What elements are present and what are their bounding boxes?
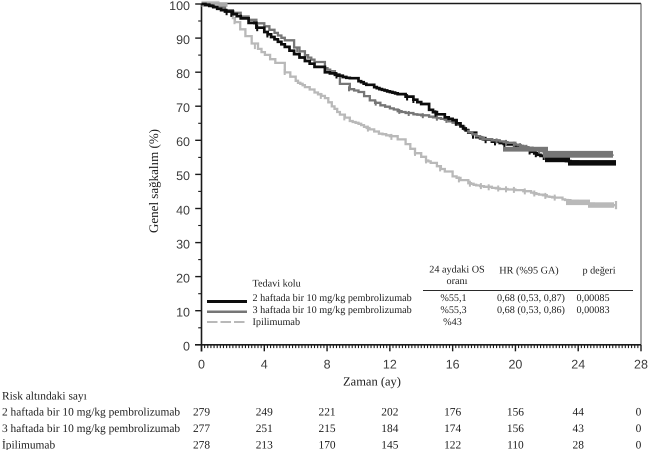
svg-text:0: 0: [183, 340, 190, 354]
svg-text:202: 202: [381, 406, 398, 418]
svg-text:Ipilimumab: Ipilimumab: [253, 317, 301, 328]
svg-text:16: 16: [446, 358, 460, 372]
svg-text:176: 176: [444, 406, 461, 418]
svg-text:60: 60: [176, 135, 190, 149]
svg-text:2 haftada bir 10 mg/kg pembrol: 2 haftada bir 10 mg/kg pembrolizumab: [253, 293, 412, 304]
svg-text:%43: %43: [443, 317, 462, 328]
svg-text:Genel sağkalım (%): Genel sağkalım (%): [146, 129, 161, 233]
svg-text:8: 8: [324, 358, 331, 372]
svg-text:43: 43: [573, 423, 585, 435]
svg-text:213: 213: [256, 439, 273, 450]
svg-text:10: 10: [176, 306, 190, 320]
svg-text:279: 279: [193, 406, 210, 418]
svg-text:174: 174: [444, 423, 461, 435]
svg-text:Zaman (ay): Zaman (ay): [343, 375, 401, 389]
svg-text:Risk altındaki sayı: Risk altındaki sayı: [2, 391, 87, 403]
svg-text:249: 249: [256, 406, 273, 418]
svg-text:170: 170: [319, 439, 336, 450]
svg-text:30: 30: [176, 237, 190, 251]
svg-text:156: 156: [507, 406, 524, 418]
svg-text:4: 4: [261, 358, 268, 372]
svg-text:0,00085: 0,00085: [576, 293, 609, 304]
svg-text:80: 80: [176, 67, 190, 81]
svg-text:20: 20: [508, 358, 522, 372]
svg-text:2 haftada bir 10 mg/kg pembrol: 2 haftada bir 10 mg/kg pembrolizumab: [2, 406, 180, 418]
svg-text:20: 20: [176, 271, 190, 285]
svg-text:0,00083: 0,00083: [576, 305, 609, 316]
svg-text:0: 0: [636, 406, 642, 418]
svg-text:215: 215: [319, 423, 336, 435]
svg-text:122: 122: [444, 439, 461, 450]
svg-text:0: 0: [636, 423, 642, 435]
svg-text:277: 277: [193, 423, 210, 435]
svg-text:28: 28: [634, 358, 648, 372]
svg-text:44: 44: [573, 406, 585, 418]
svg-text:28: 28: [573, 439, 585, 450]
svg-text:0,68 (0,53, 0,87): 0,68 (0,53, 0,87): [497, 293, 565, 304]
svg-text:24: 24: [571, 358, 585, 372]
svg-text:50: 50: [176, 169, 190, 183]
svg-text:110: 110: [507, 439, 524, 450]
svg-text:0: 0: [198, 358, 205, 372]
svg-text:221: 221: [319, 406, 336, 418]
svg-text:184: 184: [381, 423, 398, 435]
svg-text:%55,1: %55,1: [440, 293, 466, 304]
svg-text:3 haftada bir 10 mg/kg pembrol: 3 haftada bir 10 mg/kg pembrolizumab: [2, 423, 180, 435]
svg-text:Tedavi kolu: Tedavi kolu: [253, 279, 301, 290]
svg-text:70: 70: [176, 101, 190, 115]
svg-text:p değeri: p değeri: [582, 266, 615, 277]
svg-text:278: 278: [193, 439, 210, 450]
svg-text:3 haftada bir 10 mg/kg pembrol: 3 haftada bir 10 mg/kg pembrolizumab: [253, 305, 412, 316]
svg-text:145: 145: [381, 439, 398, 450]
svg-text:0: 0: [636, 439, 642, 450]
svg-text:156: 156: [507, 423, 524, 435]
svg-text:0,68 (0,53, 0,86): 0,68 (0,53, 0,86): [497, 305, 565, 316]
svg-text:100: 100: [169, 0, 190, 13]
svg-text:40: 40: [176, 203, 190, 217]
svg-text:oranı: oranı: [447, 276, 468, 287]
svg-text:İpilimumab: İpilimumab: [2, 438, 55, 450]
svg-text:12: 12: [383, 358, 397, 372]
svg-text:90: 90: [176, 33, 190, 47]
svg-text:251: 251: [256, 423, 273, 435]
svg-text:24 aydaki OS: 24 aydaki OS: [429, 265, 485, 276]
svg-text:HR (%95 GA): HR (%95 GA): [499, 266, 558, 277]
svg-text:%55,3: %55,3: [440, 305, 466, 316]
